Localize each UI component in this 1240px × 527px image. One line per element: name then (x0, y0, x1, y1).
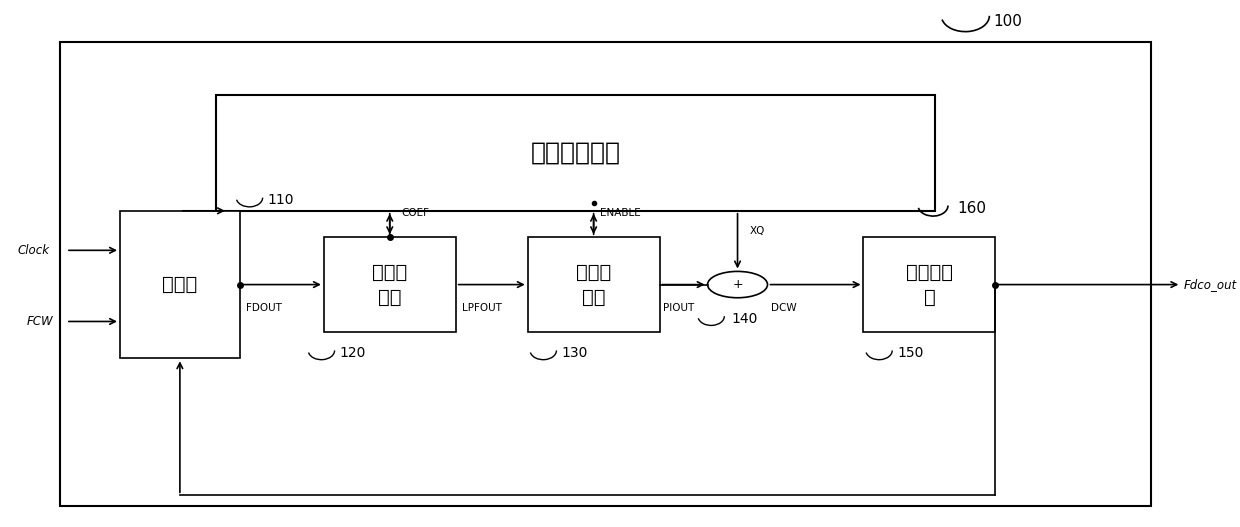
FancyBboxPatch shape (60, 42, 1151, 506)
Text: FDOUT: FDOUT (246, 303, 281, 313)
Text: 110: 110 (268, 193, 294, 207)
Text: 比例积
分器: 比例积 分器 (577, 262, 611, 307)
FancyBboxPatch shape (120, 211, 239, 358)
Text: LPFOUT: LPFOUT (461, 303, 502, 313)
Text: Clock: Clock (19, 244, 50, 257)
Text: COEF: COEF (402, 209, 430, 218)
Text: PIOUT: PIOUT (663, 303, 694, 313)
Text: 150: 150 (897, 346, 924, 360)
FancyBboxPatch shape (216, 95, 935, 211)
Text: XQ: XQ (749, 226, 765, 236)
Text: +: + (733, 278, 743, 291)
Text: 140: 140 (732, 312, 758, 326)
FancyBboxPatch shape (528, 237, 660, 332)
Text: ENABLE: ENABLE (600, 209, 640, 218)
Text: 120: 120 (340, 346, 366, 360)
Text: 130: 130 (562, 346, 588, 360)
Text: FCW: FCW (26, 315, 53, 328)
FancyBboxPatch shape (863, 237, 996, 332)
Text: DCW: DCW (771, 303, 797, 313)
Text: 鉴频器: 鉴频器 (162, 275, 197, 294)
Text: 快速锁定电路: 快速锁定电路 (531, 141, 621, 165)
Text: Fdco_out: Fdco_out (1184, 278, 1238, 291)
FancyBboxPatch shape (324, 237, 456, 332)
Text: 数字滤
波器: 数字滤 波器 (372, 262, 408, 307)
Text: 数控振荡
器: 数控振荡 器 (906, 262, 952, 307)
Text: 100: 100 (993, 14, 1022, 28)
Text: 160: 160 (957, 201, 986, 216)
